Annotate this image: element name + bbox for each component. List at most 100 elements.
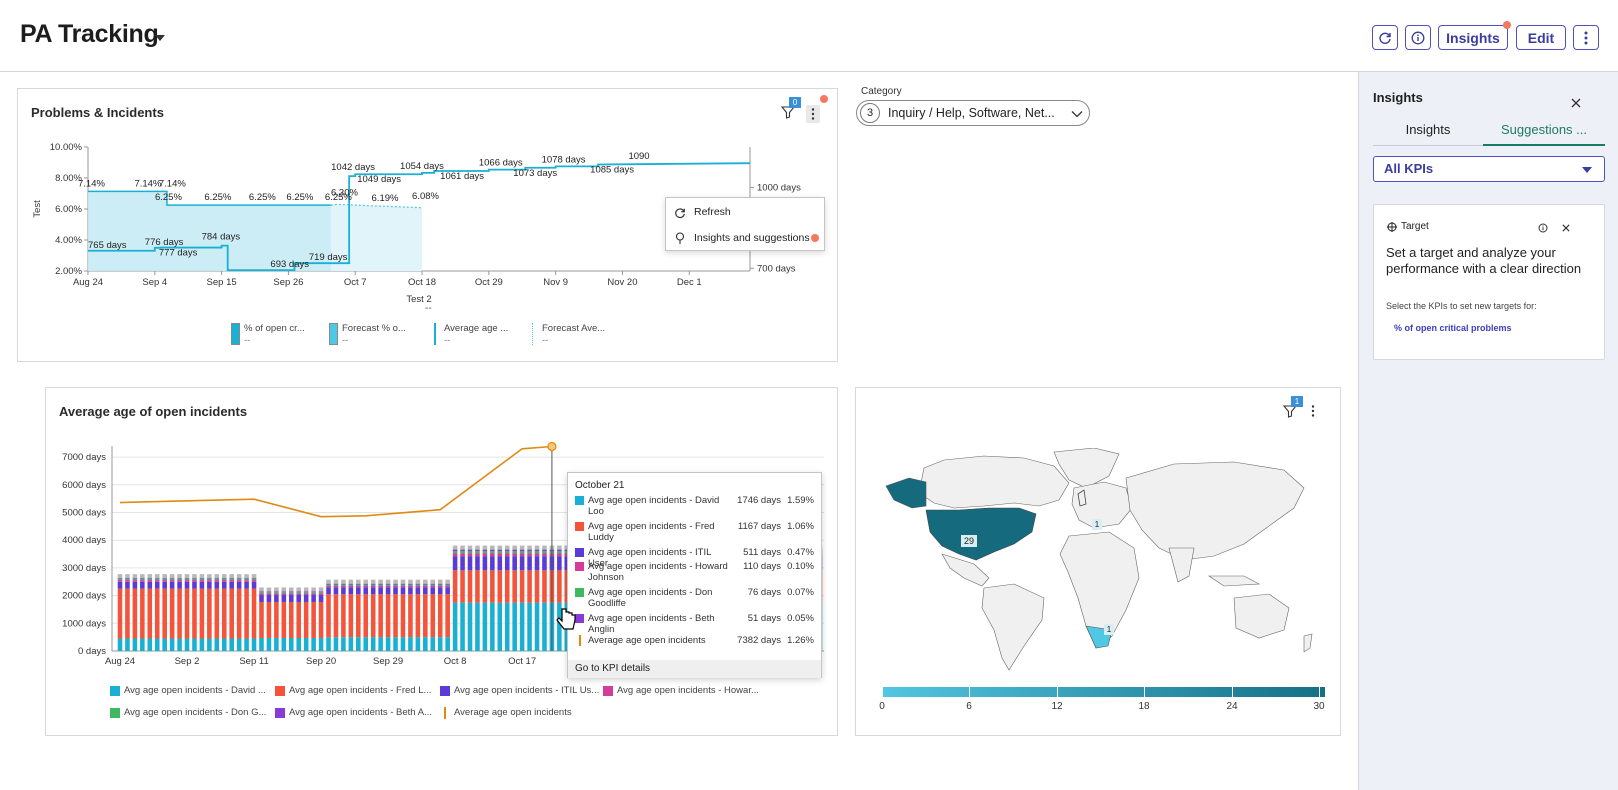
bar-segment[interactable] xyxy=(385,594,391,638)
bar-segment[interactable] xyxy=(490,570,495,603)
info-icon[interactable] xyxy=(1538,223,1548,233)
bar-segment[interactable] xyxy=(356,585,361,588)
bar-segment[interactable] xyxy=(266,595,272,602)
bar-segment[interactable] xyxy=(437,637,443,651)
target-kpi-link[interactable]: % of open critical problems xyxy=(1394,323,1512,333)
bar-segment[interactable] xyxy=(274,601,279,638)
legend-item[interactable]: Avg age open incidents - Fred L... xyxy=(275,685,440,699)
bar-segment[interactable] xyxy=(348,585,354,588)
bar-segment[interactable] xyxy=(140,580,145,582)
bar-segment[interactable] xyxy=(423,637,428,651)
legend-item[interactable]: Average age open incidents xyxy=(440,707,605,721)
tab-suggestions[interactable]: Suggestions ... xyxy=(1483,120,1605,146)
bar-segment[interactable] xyxy=(356,637,361,651)
bar-segment[interactable] xyxy=(408,585,413,588)
bar-segment[interactable] xyxy=(400,637,406,651)
legend-item[interactable]: Average age ... -- xyxy=(431,323,526,349)
bar-segment[interactable] xyxy=(341,584,346,586)
bar-segment[interactable] xyxy=(266,592,272,594)
bar-segment[interactable] xyxy=(490,553,495,557)
forecast-line[interactable] xyxy=(330,203,423,209)
bar-segment[interactable] xyxy=(557,556,562,571)
bar-segment[interactable] xyxy=(199,588,205,639)
bar-segment[interactable] xyxy=(519,549,525,551)
bar-segment[interactable] xyxy=(527,556,532,571)
bar-segment[interactable] xyxy=(236,638,242,651)
legend-item[interactable]: % of open cr... -- xyxy=(231,323,326,349)
bar-segment[interactable] xyxy=(423,585,428,588)
bar-segment[interactable] xyxy=(162,580,167,582)
bar-segment[interactable] xyxy=(266,637,272,651)
bar-segment[interactable] xyxy=(370,637,376,651)
bar-segment[interactable] xyxy=(460,570,465,603)
bar-segment[interactable] xyxy=(460,549,465,551)
bar-segment[interactable] xyxy=(266,601,272,638)
info-button[interactable] xyxy=(1405,25,1431,50)
bar-segment[interactable] xyxy=(542,570,547,603)
forecast-area[interactable] xyxy=(330,204,423,271)
bar-segment[interactable] xyxy=(140,588,145,639)
bar-segment[interactable] xyxy=(527,553,532,557)
bar-segment[interactable] xyxy=(557,602,562,651)
bar-segment[interactable] xyxy=(356,584,361,586)
bar-segment[interactable] xyxy=(482,549,488,551)
bar-segment[interactable] xyxy=(177,578,182,581)
bar-segment[interactable] xyxy=(542,556,547,571)
bar-segment[interactable] xyxy=(363,587,369,595)
bar-segment[interactable] xyxy=(214,588,220,639)
bar-segment[interactable] xyxy=(467,602,473,651)
bar-segment[interactable] xyxy=(251,588,257,639)
bar-segment[interactable] xyxy=(430,583,436,585)
bar-segment[interactable] xyxy=(370,585,376,588)
bar-segment[interactable] xyxy=(266,593,272,596)
bar-segment[interactable] xyxy=(415,637,421,651)
bar-segment[interactable] xyxy=(467,556,473,571)
bar-segment[interactable] xyxy=(348,594,354,638)
bar-segment[interactable] xyxy=(482,602,488,651)
bar-segment[interactable] xyxy=(154,578,160,579)
bar-segment[interactable] xyxy=(259,595,264,602)
bar-segment[interactable] xyxy=(169,578,175,581)
bar-segment[interactable] xyxy=(363,594,369,638)
bar-segment[interactable] xyxy=(303,591,309,593)
bar-segment[interactable] xyxy=(437,594,443,638)
bar-segment[interactable] xyxy=(184,580,190,582)
bar-segment[interactable] xyxy=(527,550,532,554)
bar-segment[interactable] xyxy=(117,578,123,581)
bar-segment[interactable] xyxy=(400,587,406,595)
bar-segment[interactable] xyxy=(385,637,391,651)
bar-segment[interactable] xyxy=(333,585,339,588)
close-icon[interactable] xyxy=(1562,224,1570,232)
bar-segment[interactable] xyxy=(132,588,138,639)
bar-segment[interactable] xyxy=(117,578,123,579)
bar-segment[interactable] xyxy=(274,595,279,602)
bar-segment[interactable] xyxy=(259,591,264,593)
bar-segment[interactable] xyxy=(221,578,227,579)
bar-segment[interactable] xyxy=(445,587,450,595)
bar-segment[interactable] xyxy=(504,553,510,557)
bar-segment[interactable] xyxy=(244,588,249,639)
bar-segment[interactable] xyxy=(303,593,309,596)
bar-segment[interactable] xyxy=(214,580,220,582)
bar-segment[interactable] xyxy=(564,553,570,557)
bar-segment[interactable] xyxy=(154,578,160,581)
bar-segment[interactable] xyxy=(333,587,339,595)
bar-segment[interactable] xyxy=(162,638,167,651)
bar-segment[interactable] xyxy=(236,580,242,582)
bar-segment[interactable] xyxy=(400,584,406,586)
bar-segment[interactable] xyxy=(437,583,443,585)
bar-segment[interactable] xyxy=(385,583,391,585)
bar-segment[interactable] xyxy=(296,592,302,594)
bar-segment[interactable] xyxy=(437,585,443,588)
bar-segment[interactable] xyxy=(482,556,488,571)
bar-segment[interactable] xyxy=(400,583,406,585)
bar-segment[interactable] xyxy=(177,581,182,589)
bar-segment[interactable] xyxy=(132,581,138,589)
bar-segment[interactable] xyxy=(445,583,450,585)
bar-segment[interactable] xyxy=(162,581,167,589)
bar-segment[interactable] xyxy=(162,578,167,581)
bar-segment[interactable] xyxy=(125,580,130,582)
bar-segment[interactable] xyxy=(519,570,525,603)
bar-segment[interactable] xyxy=(482,570,488,603)
bar-segment[interactable] xyxy=(400,585,406,588)
